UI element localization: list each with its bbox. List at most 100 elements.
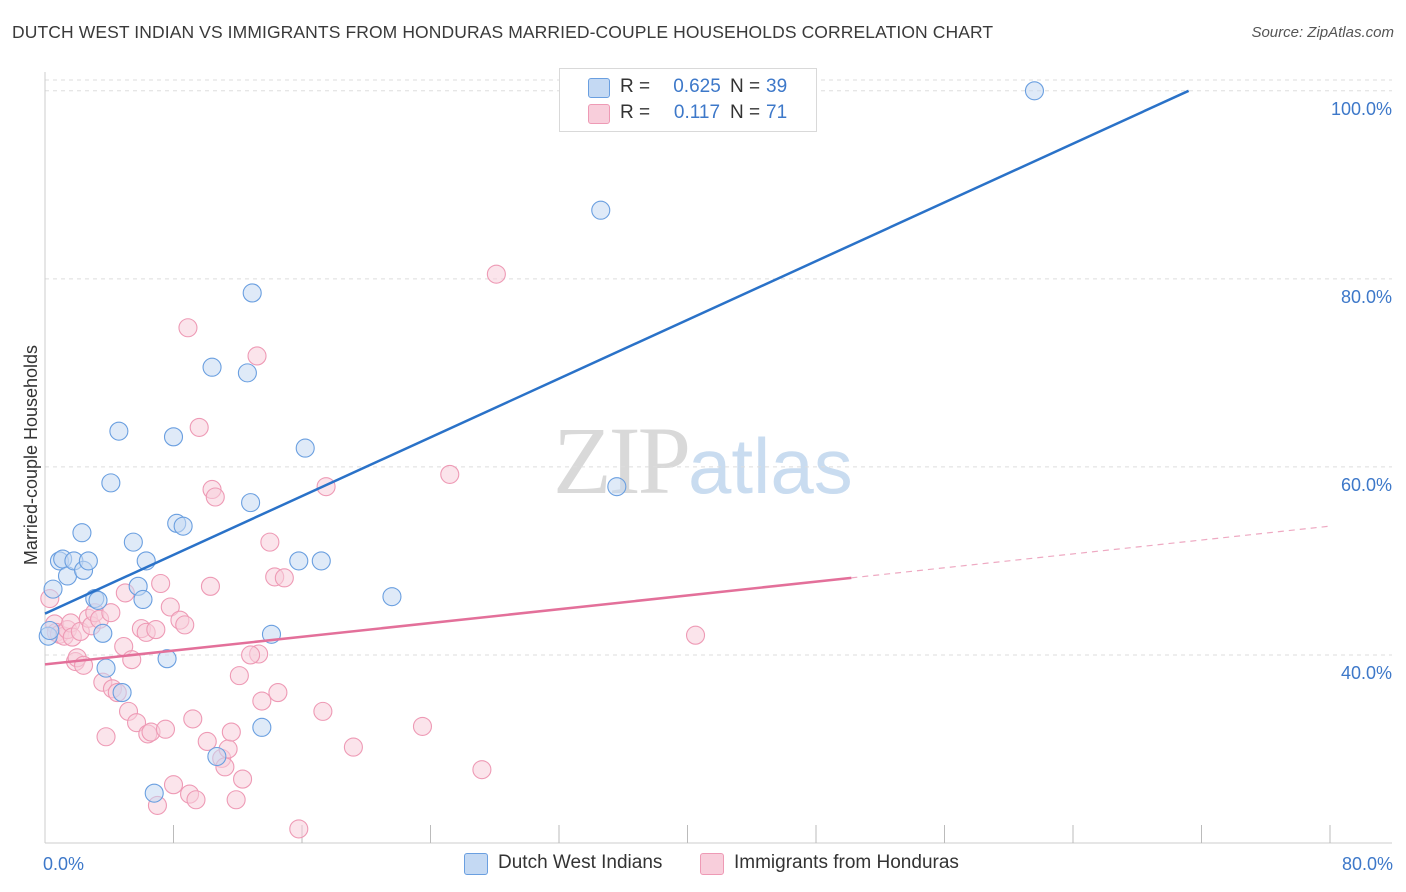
bottom-legend-label: Dutch West Indians bbox=[498, 852, 663, 873]
data-point-dutch-west-indian bbox=[43, 579, 63, 599]
data-point-honduras bbox=[685, 625, 706, 645]
data-point-honduras bbox=[96, 727, 116, 747]
series-honduras-points bbox=[40, 264, 706, 839]
data-point-honduras bbox=[163, 775, 184, 795]
data-point-honduras bbox=[252, 691, 272, 711]
y-tick-label: 40.0% bbox=[1341, 663, 1392, 683]
data-point-dutch-west-indian bbox=[133, 589, 153, 610]
x-tick-labels: 0.0% 80.0% bbox=[43, 854, 1393, 874]
data-point-dutch-west-indian bbox=[207, 746, 227, 767]
y-tick-label: 100.0% bbox=[1331, 99, 1392, 119]
trend-line-honduras-extension bbox=[851, 525, 1331, 579]
data-point-dutch-west-indian bbox=[173, 516, 193, 536]
chart-title: DUTCH WEST INDIAN VS IMMIGRANTS FROM HON… bbox=[12, 22, 994, 42]
data-point-honduras bbox=[127, 713, 147, 733]
trend-line-honduras bbox=[44, 576, 852, 666]
x-tick-label-right: 80.0% bbox=[1342, 854, 1393, 874]
data-point-honduras bbox=[233, 769, 253, 789]
data-point-dutch-west-indian bbox=[109, 421, 129, 441]
data-point-dutch-west-indian bbox=[40, 620, 60, 641]
data-point-dutch-west-indian bbox=[93, 623, 113, 643]
data-point-honduras bbox=[178, 318, 198, 338]
y-axis-label: Married-couple Households bbox=[21, 345, 41, 565]
data-point-honduras bbox=[205, 487, 225, 507]
data-point-dutch-west-indian bbox=[295, 438, 315, 458]
data-point-honduras bbox=[189, 417, 209, 437]
data-point-dutch-west-indian bbox=[163, 427, 184, 447]
data-point-honduras bbox=[160, 597, 180, 617]
data-point-dutch-west-indian bbox=[241, 493, 261, 513]
data-point-honduras bbox=[229, 666, 249, 686]
data-point-honduras bbox=[101, 603, 121, 623]
data-point-dutch-west-indian bbox=[237, 363, 257, 383]
data-point-dutch-west-indian bbox=[78, 551, 98, 571]
data-point-honduras bbox=[412, 716, 433, 736]
watermark-zip: ZIP bbox=[553, 407, 691, 514]
watermark-atlas: atlas bbox=[688, 422, 853, 510]
legend-r-label: R = bbox=[620, 76, 651, 97]
data-point-dutch-west-indian bbox=[112, 683, 132, 703]
data-point-honduras bbox=[274, 568, 294, 588]
trend-line-dutch-west-indian bbox=[44, 89, 1190, 615]
watermark: ZIPatlas bbox=[553, 405, 853, 516]
data-point-dutch-west-indian bbox=[607, 477, 627, 497]
data-point-honduras bbox=[146, 620, 166, 640]
data-point-dutch-west-indian bbox=[382, 587, 402, 607]
data-point-honduras bbox=[200, 576, 220, 596]
data-point-dutch-west-indian bbox=[591, 200, 611, 220]
data-point-honduras bbox=[268, 683, 288, 703]
data-point-dutch-west-indian bbox=[289, 551, 309, 571]
data-point-honduras bbox=[175, 615, 195, 635]
data-point-honduras bbox=[440, 464, 460, 484]
data-point-dutch-west-indian bbox=[123, 532, 143, 552]
data-point-dutch-west-indian bbox=[252, 717, 272, 737]
data-point-honduras bbox=[197, 731, 217, 752]
data-point-honduras bbox=[260, 532, 280, 552]
bottom-legend-swatch-blue bbox=[464, 853, 488, 875]
correlation-legend: R = 0.625 N = 39 R = 0.117 N = 71 bbox=[559, 68, 817, 132]
data-point-honduras bbox=[313, 701, 333, 721]
data-point-honduras bbox=[289, 819, 309, 839]
bottom-legend-label: Immigrants from Honduras bbox=[734, 852, 959, 873]
data-point-honduras bbox=[151, 573, 171, 594]
data-point-honduras bbox=[486, 264, 506, 284]
data-point-dutch-west-indian bbox=[72, 523, 92, 543]
y-tick-label: 80.0% bbox=[1341, 287, 1392, 307]
data-point-dutch-west-indian bbox=[202, 357, 222, 377]
data-point-honduras bbox=[155, 719, 176, 739]
series-dutch-west-indian-points bbox=[38, 81, 1044, 803]
data-point-dutch-west-indian bbox=[311, 551, 331, 571]
data-point-honduras bbox=[472, 760, 492, 780]
legend-n-label: N = bbox=[730, 76, 761, 97]
y-tick-label: 60.0% bbox=[1341, 475, 1392, 495]
legend-r-value: 0.117 bbox=[673, 102, 721, 123]
data-point-honduras bbox=[183, 709, 203, 729]
data-point-dutch-west-indian bbox=[96, 658, 116, 678]
legend-n-value: 39 bbox=[766, 76, 788, 97]
data-point-honduras bbox=[241, 645, 261, 665]
legend-r-label: R = bbox=[620, 102, 651, 123]
data-point-honduras bbox=[186, 790, 206, 810]
axes bbox=[44, 72, 1392, 844]
source-label: Source: ZipAtlas.com bbox=[1251, 24, 1394, 41]
data-point-dutch-west-indian bbox=[88, 590, 108, 610]
x-tick-label-left: 0.0% bbox=[43, 854, 84, 874]
data-point-dutch-west-indian bbox=[242, 283, 262, 303]
data-point-dutch-west-indian bbox=[144, 783, 164, 803]
legend-n-label: N = bbox=[730, 102, 761, 123]
legend-r-value: 0.625 bbox=[673, 76, 721, 97]
legend-swatch-pink bbox=[588, 104, 610, 124]
data-point-dutch-west-indian bbox=[1024, 81, 1044, 101]
data-point-honduras bbox=[221, 722, 241, 742]
legend-n-value: 71 bbox=[766, 102, 788, 123]
trend-lines bbox=[44, 89, 1331, 666]
y-tick-labels: 40.0% 60.0% 80.0% 100.0% bbox=[1331, 99, 1392, 683]
data-point-honduras bbox=[226, 790, 246, 810]
data-point-dutch-west-indian bbox=[157, 649, 177, 669]
data-point-honduras bbox=[247, 346, 267, 366]
data-point-honduras bbox=[343, 737, 363, 757]
data-point-dutch-west-indian bbox=[101, 473, 121, 493]
bottom-legend-swatch-pink bbox=[700, 853, 724, 875]
legend-swatch-blue bbox=[588, 78, 610, 98]
